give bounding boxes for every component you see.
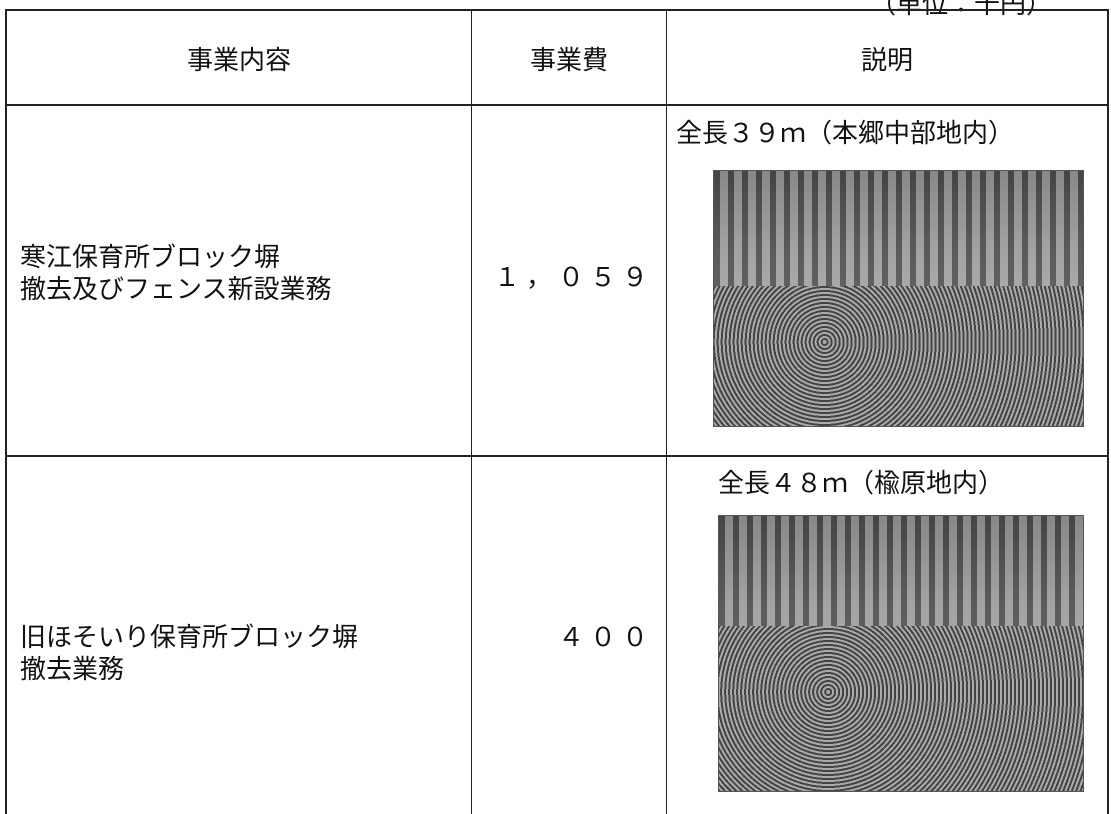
table-border xyxy=(5,455,1108,457)
photo xyxy=(713,170,1084,427)
content-cell: 寒江保育所ブロック塀 撤去及びフェンス新設業務 xyxy=(20,242,331,306)
content-line: 寒江保育所ブロック塀 xyxy=(20,243,281,273)
description: 全長３９ｍ（本郷中部地内） xyxy=(676,119,1015,149)
header-cell: 事業内容 xyxy=(186,46,291,76)
description: 全長４８ｍ（楡原地内） xyxy=(718,469,1005,499)
cost-cell: １，０５９ xyxy=(493,263,654,293)
content-cell: 旧ほそいり保育所ブロック塀 撤去業務 xyxy=(20,622,358,686)
table-border xyxy=(5,104,1108,106)
content-line: 撤去及びフェンス新設業務 xyxy=(20,275,332,305)
table-border xyxy=(666,9,667,814)
content-line: 撤去業務 xyxy=(20,655,125,685)
header-cell: 事業費 xyxy=(529,46,608,76)
cost-cell: ４００ xyxy=(557,623,654,653)
table-border xyxy=(5,9,1108,11)
photo xyxy=(718,515,1084,792)
header-cell: 説明 xyxy=(860,46,913,76)
table-border xyxy=(1107,9,1109,814)
table-border xyxy=(5,9,7,814)
content-line: 旧ほそいり保育所ブロック塀 xyxy=(20,623,359,653)
table-border xyxy=(471,9,472,814)
